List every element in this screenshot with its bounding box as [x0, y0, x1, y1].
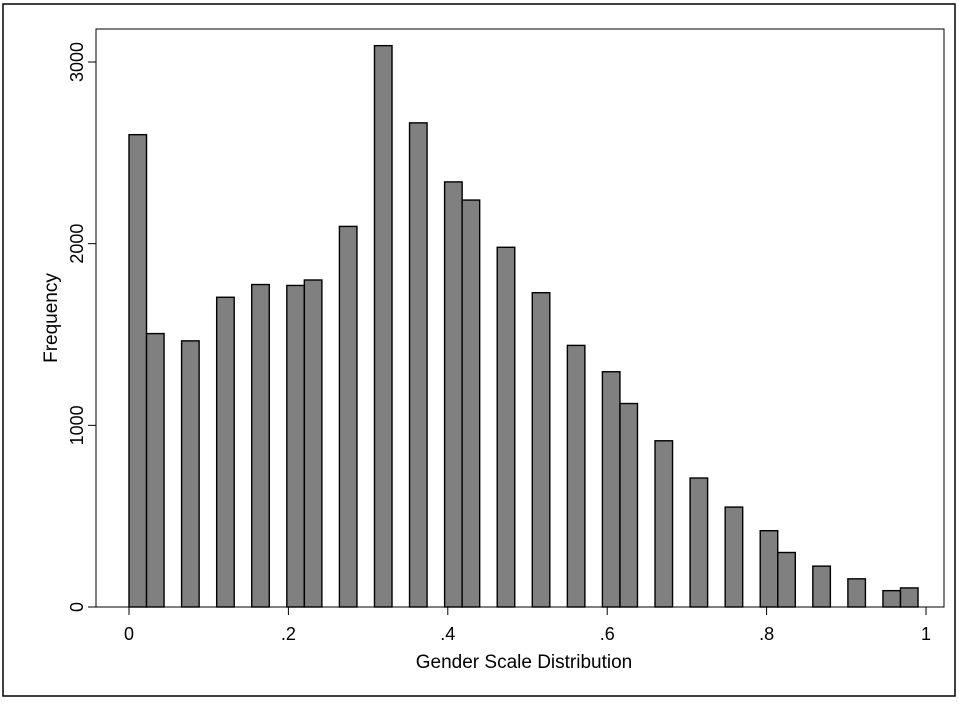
y-tick-label: 2000 — [67, 224, 87, 264]
y-tick-label: 0 — [67, 602, 87, 612]
histogram-bar-21 — [759, 530, 779, 608]
histogram-bar-18 — [654, 440, 674, 608]
histogram-bar-26 — [899, 587, 919, 608]
x-axis-title: Gender Scale Distribution — [416, 652, 633, 673]
histogram-bar-1 — [128, 133, 148, 608]
y-tick-label: 1000 — [67, 405, 87, 445]
histogram-bar-4 — [215, 296, 235, 608]
histogram-bar-3 — [180, 340, 200, 608]
histogram-bar-14 — [531, 292, 551, 608]
histogram-bar-19 — [689, 477, 709, 608]
histogram-bar-11 — [443, 181, 463, 608]
histogram-bar-23 — [812, 565, 832, 608]
x-tick-label: .6 — [600, 624, 615, 644]
histogram-bar-8 — [338, 225, 358, 608]
y-axis: 0 1000 2000 3000 — [67, 29, 97, 612]
histogram-bar-13 — [496, 246, 516, 608]
y-axis-title: Frequency — [41, 273, 62, 363]
x-axis: 0 .2 .4 .6 .8 1 — [96, 606, 944, 644]
histogram-bar-20 — [724, 506, 744, 608]
x-tick-label: 0 — [124, 624, 134, 644]
bars-group — [128, 44, 919, 608]
histogram-bar-17 — [619, 402, 639, 608]
histogram-bar-9 — [373, 44, 393, 608]
x-tick-label: 1 — [921, 624, 931, 644]
plot-area — [95, 28, 945, 608]
histogram-bar-25 — [882, 589, 902, 608]
histogram-bar-12 — [461, 199, 481, 608]
histogram-bar-16 — [601, 371, 621, 608]
histogram-bar-5 — [251, 283, 270, 608]
x-tick-label: .4 — [440, 624, 455, 644]
histogram-bar-2 — [145, 332, 165, 608]
x-tick-label: .2 — [281, 624, 296, 644]
x-tick-label: .8 — [759, 624, 774, 644]
histogram-bar-10 — [408, 122, 428, 608]
histogram-bar-24 — [847, 578, 867, 608]
histogram-bar-6 — [286, 284, 306, 608]
y-tick-label: 3000 — [67, 42, 87, 82]
histogram-bar-22 — [777, 551, 796, 608]
histogram-bar-7 — [303, 279, 323, 608]
histogram-bar-15 — [566, 344, 586, 608]
